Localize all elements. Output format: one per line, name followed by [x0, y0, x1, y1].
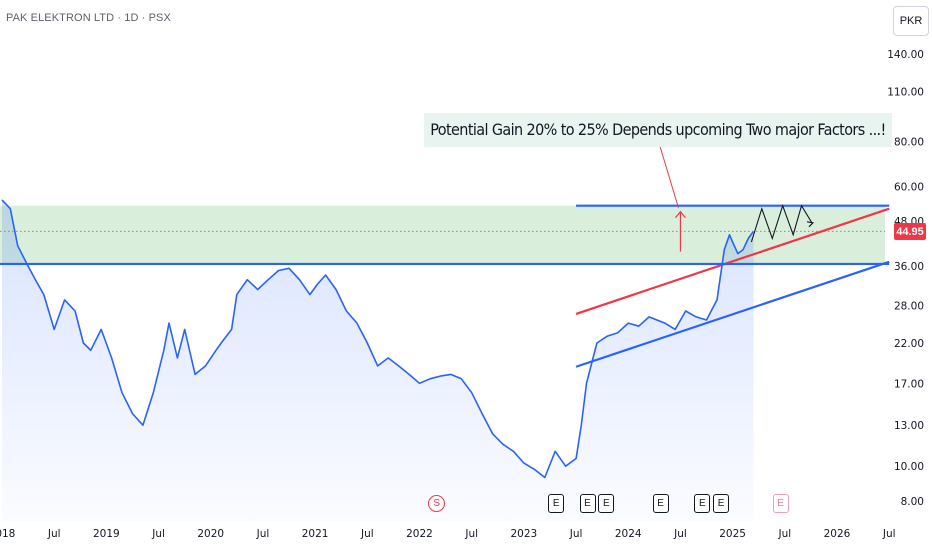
earnings-marker[interactable]: E: [579, 494, 596, 513]
x-tick-label: Jul: [151, 528, 165, 540]
x-tick-label: 2018: [0, 528, 15, 540]
x-tick-label: Jul: [777, 528, 791, 540]
red-trend-line: [575, 207, 890, 315]
x-tick-label: 2021: [302, 528, 329, 540]
split-marker[interactable]: S: [428, 495, 446, 512]
earnings-marker[interactable]: E: [694, 494, 711, 513]
price-line: [1, 199, 755, 479]
earnings-marker[interactable]: E: [713, 494, 730, 513]
y-tick-label: 36.00: [894, 261, 924, 273]
projection-arrowhead: [806, 221, 815, 228]
x-tick-label: 2019: [93, 528, 120, 540]
y-tick-label: 10.00: [894, 461, 924, 473]
current-price-label: 44.95: [894, 223, 926, 240]
x-tick-label: Jul: [673, 528, 687, 540]
x-tick-label: Jul: [360, 528, 374, 540]
x-tick-label: 2026: [824, 528, 851, 540]
x-tick-label: Jul: [256, 528, 270, 540]
symbol-title: PAK ELEKTRON LTD · 1D · PSX: [6, 12, 171, 24]
earnings-marker[interactable]: E: [598, 494, 615, 513]
y-tick-label: 140.00: [887, 49, 924, 61]
x-tick-label: Jul: [464, 528, 478, 540]
lower-channel-line: [575, 260, 890, 368]
earnings-marker[interactable]: E: [548, 494, 565, 513]
x-tick-label: 2025: [719, 528, 746, 540]
y-tick-label: 110.00: [887, 87, 924, 99]
y-tick-label: 8.00: [901, 496, 924, 508]
price-area: [2, 199, 754, 521]
x-tick-label: 2024: [615, 528, 642, 540]
gain-arrowhead: [674, 210, 686, 219]
earnings-marker[interactable]: E: [772, 494, 789, 513]
x-tick-label: Jul: [47, 528, 61, 540]
earnings-marker[interactable]: E: [652, 494, 669, 513]
currency-button[interactable]: PKR: [893, 6, 929, 36]
x-tick-label: 2022: [406, 528, 433, 540]
y-tick-label: 13.00: [894, 420, 924, 432]
x-tick-label: Jul: [882, 528, 896, 540]
annotation-text[interactable]: Potential Gain 20% to 25% Depends upcomi…: [424, 113, 892, 147]
annotation-pointer: [658, 142, 679, 208]
x-tick-label: 2020: [197, 528, 224, 540]
x-tick-label: 2023: [511, 528, 538, 540]
y-tick-label: 60.00: [894, 181, 924, 193]
y-tick-label: 80.00: [894, 136, 924, 148]
y-tick-label: 28.00: [894, 300, 924, 312]
y-tick-label: 17.00: [894, 378, 924, 390]
x-tick-label: Jul: [569, 528, 583, 540]
projection-zigzag: [750, 203, 813, 243]
y-tick-label: 22.00: [894, 338, 924, 350]
